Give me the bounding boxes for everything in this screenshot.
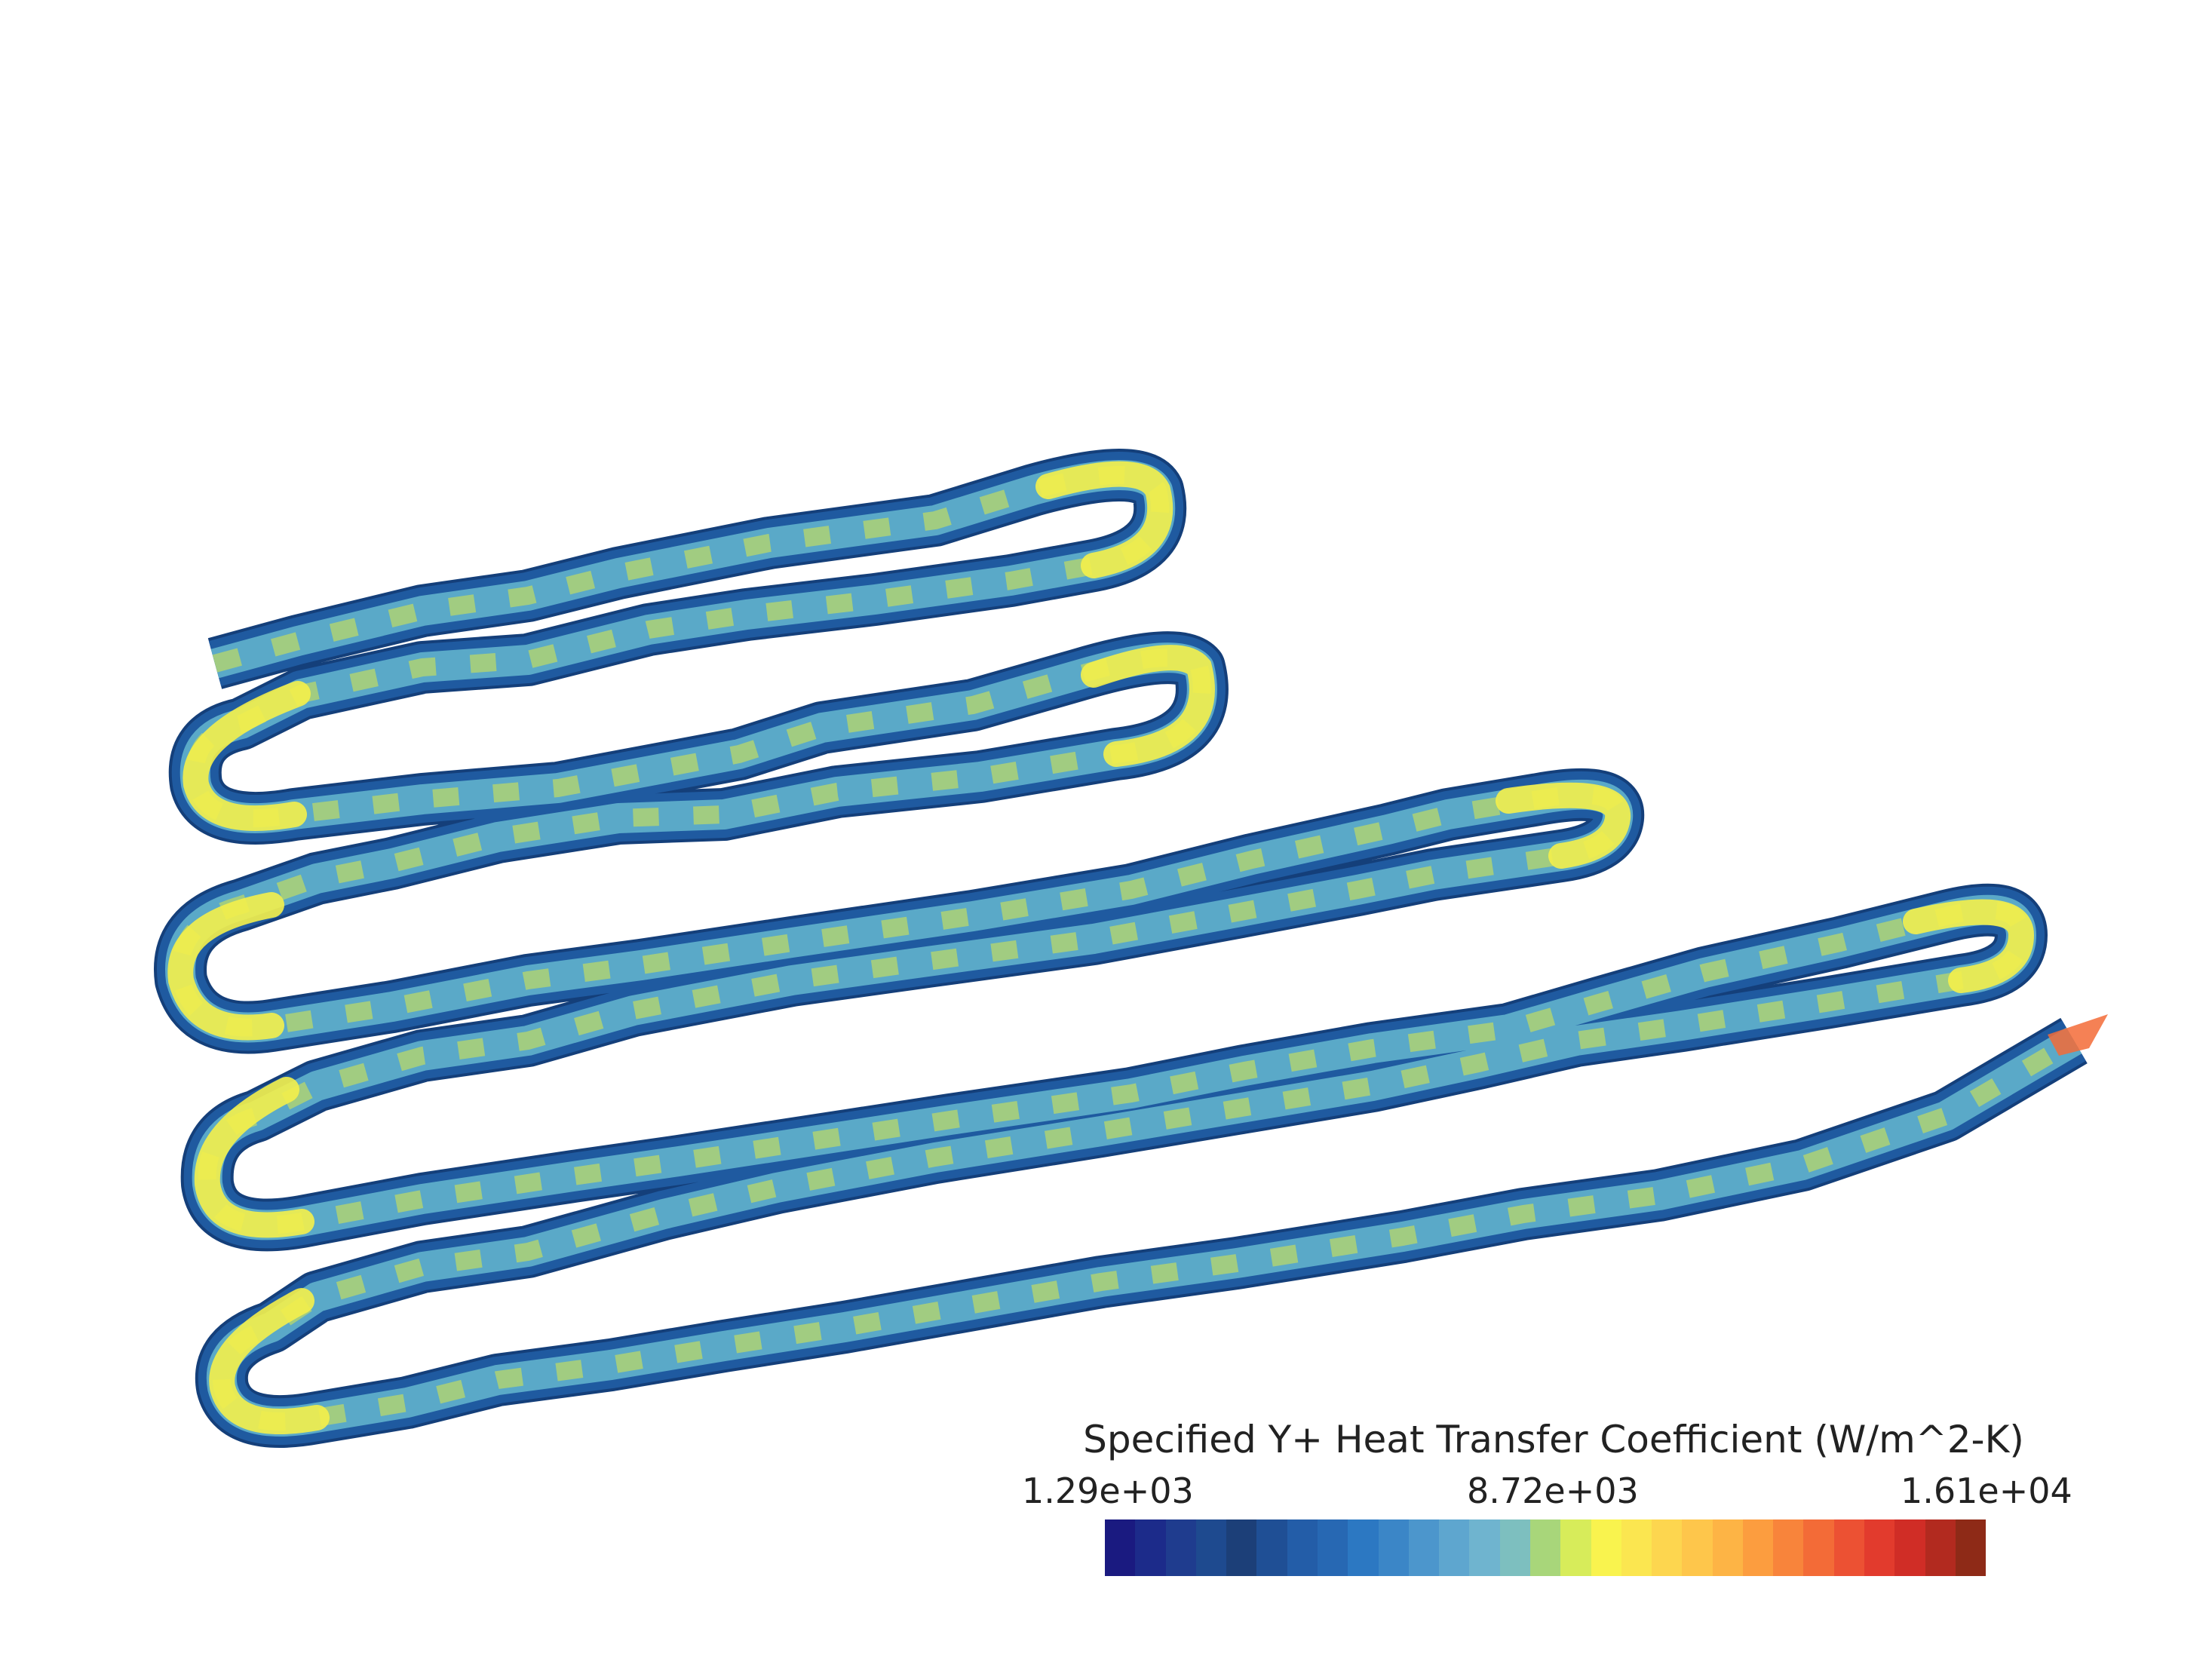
bend-hotspot bbox=[194, 1077, 314, 1238]
colorbar bbox=[1105, 1519, 1987, 1576]
bend-hotspot bbox=[1035, 461, 1173, 578]
colorbar-mid-label: 8.72e+03 bbox=[1467, 1470, 1639, 1511]
colorbar-swatch bbox=[1621, 1519, 1652, 1576]
colorbar-swatch bbox=[1348, 1519, 1379, 1576]
colorbar-swatch bbox=[1925, 1519, 1956, 1576]
colorbar-swatch bbox=[1135, 1519, 1166, 1576]
colorbar-swatch bbox=[1955, 1519, 1987, 1576]
colorbar-swatch bbox=[1894, 1519, 1925, 1576]
colorbar-swatch bbox=[1195, 1519, 1227, 1576]
colorbar-swatch bbox=[1317, 1519, 1348, 1576]
colorbar-swatch bbox=[1682, 1519, 1713, 1576]
colorbar-swatch bbox=[1408, 1519, 1440, 1576]
colorbar-swatch bbox=[1803, 1519, 1834, 1576]
colorbar-title: Specified Y+ Heat Transfer Coefficient (… bbox=[1083, 1418, 2024, 1461]
colorbar-swatch bbox=[1833, 1519, 1865, 1576]
colorbar-swatch bbox=[1226, 1519, 1257, 1576]
serpentine-channel bbox=[154, 449, 2108, 1448]
colorbar-max-label: 1.61e+04 bbox=[1901, 1470, 2072, 1511]
colorbar-swatch bbox=[1591, 1519, 1621, 1576]
bend-hotspot bbox=[1496, 782, 1631, 869]
bend-hotspot bbox=[209, 1288, 330, 1434]
colorbar-swatch bbox=[1439, 1519, 1470, 1576]
colorbar-swatch bbox=[1165, 1519, 1196, 1576]
colorbar-swatch bbox=[1864, 1519, 1895, 1576]
colorbar-min-label: 1.29e+03 bbox=[1022, 1470, 1194, 1511]
colorbar-swatch bbox=[1469, 1519, 1500, 1576]
colorbar-swatch bbox=[1378, 1519, 1409, 1576]
colorbar-swatch bbox=[1742, 1519, 1774, 1576]
colorbar-swatch bbox=[1652, 1519, 1683, 1576]
colorbar-swatch bbox=[1712, 1519, 1743, 1576]
colorbar-swatch bbox=[1529, 1519, 1561, 1576]
bend-hotspot bbox=[1903, 899, 2035, 993]
colorbar-swatch bbox=[1499, 1519, 1530, 1576]
bend-hotspot bbox=[167, 892, 284, 1041]
colorbar-swatch bbox=[1105, 1519, 1136, 1576]
channel-bend-hotspots bbox=[167, 461, 2035, 1434]
bend-hotspot bbox=[183, 681, 311, 831]
bend-hotspot bbox=[1081, 645, 1215, 767]
colorbar-swatch bbox=[1287, 1519, 1318, 1576]
colorbar-swatch bbox=[1256, 1519, 1287, 1576]
colorbar-swatch bbox=[1560, 1519, 1591, 1576]
colorbar-swatch bbox=[1773, 1519, 1804, 1576]
channel-outlet-hotspot bbox=[2048, 1014, 2108, 1056]
